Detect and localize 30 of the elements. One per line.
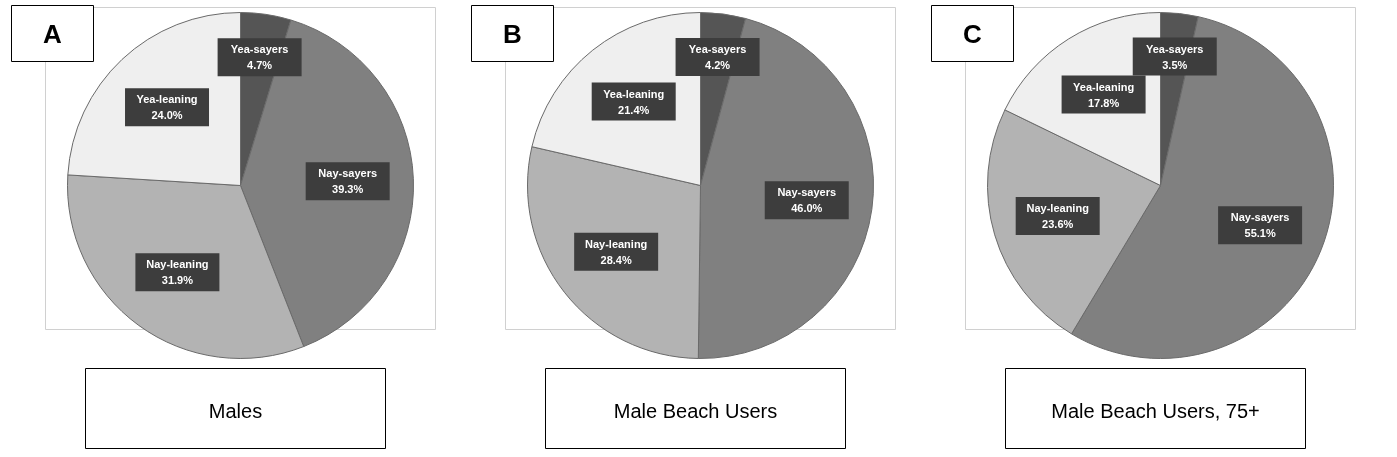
data-label: 4.7% (247, 59, 273, 72)
slice-label: Nay-sayers (777, 186, 837, 199)
text: Males (208, 399, 263, 422)
slice-label: Yea-sayers (688, 42, 747, 55)
data-label: 24.0% (151, 109, 183, 122)
data-label: 23.6% (1042, 218, 1074, 231)
data-label: 3.5% (1162, 58, 1188, 71)
slice-label: Yea-sayers (230, 43, 289, 56)
slice-label: Yea-leaning (1073, 80, 1135, 93)
slice-label: Nay-sayers (1230, 211, 1290, 224)
data-label: 31.9% (161, 274, 194, 287)
data-label: 46.0% (791, 202, 823, 215)
data-label: 39.3% (332, 183, 364, 196)
text: Male Beach Users, 75+ (1051, 399, 1260, 422)
text: B (503, 18, 522, 49)
slice-label: Nay-leaning (146, 258, 209, 271)
slice-label: Nay-leaning (1026, 202, 1089, 215)
slice-label: Nay-leaning (584, 237, 648, 250)
slice-label: Yea-sayers (1145, 42, 1204, 55)
text: C (963, 18, 983, 49)
data-label: 28.4% (600, 253, 632, 266)
text: A (43, 18, 63, 49)
data-label: 17.8% (1088, 96, 1120, 109)
data-label: 21.4% (618, 103, 650, 116)
data-label: 4.2% (705, 58, 731, 71)
slice-label: Yea-leaning (603, 87, 665, 100)
slice-label: Nay-sayers (318, 167, 378, 180)
data-label: 55.1% (1244, 227, 1276, 240)
slice-label: Yea-leaning (136, 93, 198, 106)
text: Male Beach Users (613, 399, 778, 422)
